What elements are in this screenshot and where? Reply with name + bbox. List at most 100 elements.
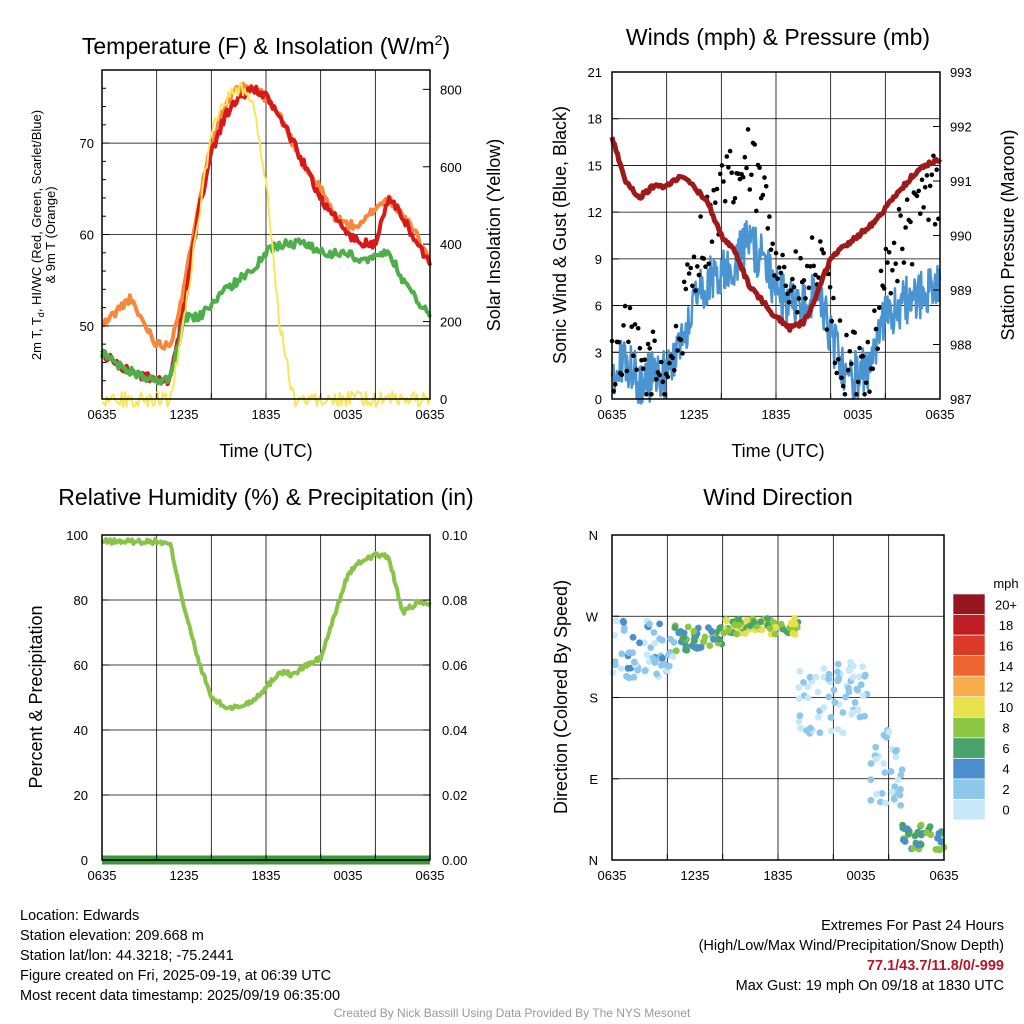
- gust-point: [660, 379, 666, 385]
- gust-point: [667, 360, 672, 366]
- gust-point: [798, 255, 803, 261]
- gust-point: [629, 324, 634, 330]
- speed-legend-label: 12: [999, 680, 1013, 695]
- insolation-ytick-label: 200: [440, 315, 462, 330]
- wind-speed-line: [610, 220, 942, 405]
- direction-panel: Wind Direction 0635 1235 1835 0035 0635NESWN…: [551, 484, 1019, 883]
- direction-point: [877, 798, 884, 806]
- winds-ytick-label: 12: [588, 205, 602, 220]
- direction-point: [872, 743, 880, 751]
- winds-ytick-label: 9: [595, 252, 602, 267]
- direction-point: [688, 642, 696, 650]
- direction-point: [743, 616, 751, 624]
- gust-point: [780, 252, 785, 258]
- temperature-xtick-label: 1835: [252, 407, 281, 422]
- direction-point: [887, 768, 895, 775]
- direction-point: [914, 828, 922, 836]
- humidity-xtick-label: 0035: [334, 868, 363, 883]
- gust-point: [849, 361, 854, 367]
- speed-legend-swatch: [952, 614, 986, 636]
- temperature-xlabel: Time (UTC): [219, 441, 312, 461]
- gust-point: [760, 192, 766, 198]
- gust-point: [675, 348, 680, 353]
- direction-ytick-label: W: [586, 609, 599, 624]
- direction-point: [620, 627, 628, 634]
- gust-point: [673, 323, 679, 329]
- gust-point: [765, 226, 771, 231]
- gust-point: [872, 308, 877, 314]
- gust-point: [885, 260, 890, 265]
- direction-ytick-label: N: [589, 853, 598, 868]
- temperature-xtick-label: 0635: [88, 407, 117, 422]
- direction-point: [835, 674, 843, 682]
- insolation-ytick-label: 400: [440, 237, 462, 252]
- gust-point: [619, 372, 625, 378]
- pressure-ytick-label: 987: [950, 392, 972, 407]
- gust-point: [914, 193, 920, 199]
- gust-point: [691, 254, 697, 260]
- direction-point: [842, 693, 849, 701]
- temperature-ytick-label: 70: [80, 136, 94, 151]
- speed-legend-swatch: [952, 758, 986, 780]
- direction-point: [629, 634, 637, 641]
- max-gust: Max Gust: 19 mph On 09/18 at 1830 UTC: [735, 978, 1004, 994]
- direction-point: [624, 664, 632, 672]
- direction-point: [825, 675, 832, 683]
- most-recent-timestamp: Most recent data timestamp: 2025/09/19 0…: [20, 988, 341, 1004]
- gust-point: [824, 327, 830, 332]
- temperature-xtick-label: 1235: [170, 407, 199, 422]
- direction-point: [820, 665, 828, 672]
- gust-point: [685, 262, 690, 267]
- direction-point: [839, 709, 847, 716]
- direction-point: [746, 622, 754, 630]
- gust-point: [801, 278, 807, 283]
- direction-point: [815, 713, 822, 721]
- speed-legend-label: 20+: [995, 597, 1017, 612]
- direction-point: [812, 673, 820, 681]
- gust-point: [729, 170, 734, 175]
- direction-point: [881, 769, 889, 776]
- gust-point: [909, 262, 915, 267]
- direction-point: [634, 667, 641, 674]
- winds-ytick-label: 21: [588, 65, 602, 80]
- gust-point: [862, 392, 867, 397]
- gust-point: [834, 370, 839, 376]
- gust-point: [698, 214, 703, 219]
- precip-ytick-label: 0.06: [442, 658, 467, 673]
- gust-point: [924, 173, 930, 178]
- station-info: Location: Edwards Station elevation: 209…: [20, 906, 340, 1006]
- direction-point: [898, 766, 906, 774]
- winds-xtick-label: 1235: [680, 407, 709, 422]
- direction-point: [735, 615, 743, 623]
- speed-legend-label: 16: [999, 638, 1013, 653]
- speed-legend-swatch: [952, 696, 986, 718]
- gust-point: [903, 225, 908, 230]
- winds-ytick-label: 3: [595, 345, 602, 360]
- gust-point: [754, 208, 759, 214]
- winds-xlabel: Time (UTC): [731, 441, 824, 461]
- gust-point: [895, 278, 900, 284]
- gust-point: [813, 272, 818, 278]
- direction-point: [771, 630, 779, 638]
- direction-point: [630, 673, 638, 681]
- direction-point: [656, 635, 663, 643]
- gust-point: [873, 326, 879, 332]
- winds-xtick-label: 0035: [844, 407, 873, 422]
- gust-point: [791, 284, 797, 290]
- temperature-ytick-label: 50: [80, 319, 94, 334]
- gust-point: [855, 379, 861, 385]
- gust-point: [891, 240, 897, 246]
- speed-legend-label: 2: [1002, 782, 1009, 797]
- direction-point: [882, 799, 890, 807]
- humidity-ytick-label: 60: [74, 658, 88, 673]
- winds-xtick-label: 0635: [598, 407, 627, 422]
- insolation-ytick-label: 0: [440, 392, 447, 407]
- direction-point: [715, 635, 722, 643]
- direction-point: [763, 615, 771, 622]
- gust-point: [922, 185, 928, 190]
- humidity-xtick-label: 1835: [252, 868, 281, 883]
- gust-point: [875, 346, 880, 352]
- humidity-ylabel: Percent & Precipitation: [26, 605, 46, 788]
- direction-point: [867, 760, 875, 767]
